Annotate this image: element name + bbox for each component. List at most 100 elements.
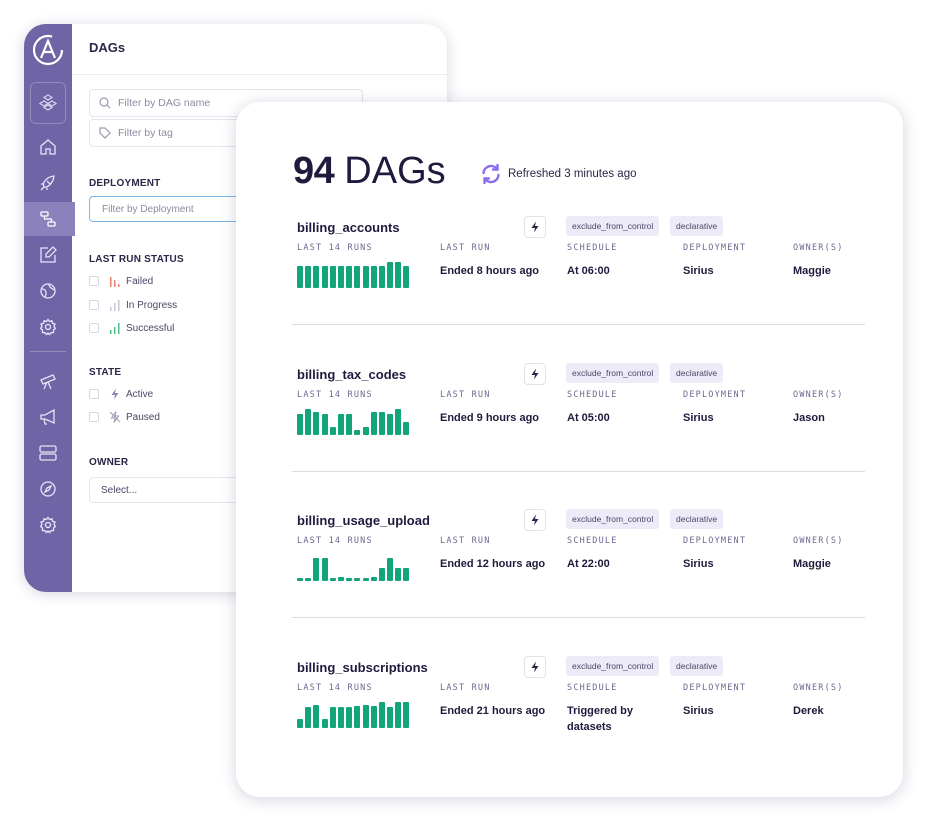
workspace-icon[interactable] [30,82,66,124]
run-bar [329,266,336,288]
dag-tag[interactable]: declarative [670,216,724,236]
row-divider [292,617,865,618]
trigger-dag-button[interactable] [524,362,546,385]
trigger-dag-button[interactable] [524,655,546,678]
dag-tag[interactable]: exclude_from_control [566,509,660,529]
panel-title: DAGs [89,40,126,55]
last-run-header: LAST RUN [440,243,491,253]
dag-name-placeholder: Filter by DAG name [118,97,211,109]
run-bar [321,558,328,581]
owner-value: Maggie [793,558,831,570]
dag-tag[interactable]: declarative [670,362,724,383]
telescope-icon[interactable] [24,364,72,398]
refresh-icon[interactable] [479,162,503,186]
trigger-dag-button[interactable] [524,509,546,531]
checkbox[interactable] [89,412,99,422]
row-divider [292,470,865,472]
divider [72,74,447,75]
server-icon[interactable] [24,436,72,470]
megaphone-icon[interactable] [24,400,72,434]
dag-row[interactable]: billing_usage_upload exclude_from_contro… [292,509,865,659]
run-bar [337,706,344,728]
checkbox[interactable] [89,389,99,399]
dag-name[interactable]: billing_usage_upload [297,513,430,528]
dag-name[interactable]: billing_tax_codes [297,366,407,382]
bolt-icon [111,388,119,400]
deployment-header: DEPLOYMENT [683,536,747,546]
dags-list-card: 94 DAGs Refreshed 3 minutes ago billing_… [236,102,903,797]
settings-icon[interactable] [24,508,72,542]
dags-icon[interactable] [24,202,75,236]
status-failed-checkbox[interactable]: Failed [89,273,153,289]
run-history-chart [297,262,413,288]
checkbox[interactable] [89,276,99,286]
dag-tag[interactable]: exclude_from_control [566,216,660,236]
edit-icon[interactable] [24,238,72,272]
rocket-icon[interactable] [24,166,72,200]
deployment-header: DEPLOYMENT [683,243,747,253]
trigger-dag-button[interactable] [524,216,546,238]
home-icon[interactable] [24,130,72,164]
run-bar [346,266,353,288]
run-bar [370,577,377,581]
run-history-chart [297,408,413,435]
owners-header: OWNER(S) [793,243,844,253]
last-run-value: Ended 12 hours ago [440,558,546,570]
bolt-off-icon [109,411,121,423]
run-bar [395,262,402,288]
owner-value: Derek [793,704,824,717]
row-divider [292,324,865,325]
refresh-text: Refreshed 3 minutes ago [508,168,637,180]
run-bar [370,266,377,288]
dag-tag[interactable]: declarative [670,509,724,529]
status-in-progress-checkbox[interactable]: In Progress [89,297,177,313]
state-active-checkbox[interactable]: Active [89,386,153,402]
deployment-label: DEPLOYMENT [89,178,161,189]
run-bar [305,706,312,728]
dag-row[interactable]: billing_tax_codes exclude_from_control d… [292,362,865,513]
run-bar [297,578,303,581]
status-successful-checkbox[interactable]: Successful [89,320,174,336]
dag-tag[interactable]: exclude_from_control [566,655,660,676]
state-option-label: Active [126,388,154,400]
run-bar [354,578,361,581]
failed-bars-icon [110,277,120,287]
deployment-value: Sirius [683,704,714,717]
run-bar [362,266,369,288]
deployment-header: DEPLOYMENT [683,682,747,693]
settings-icon[interactable] [24,310,72,344]
owner-placeholder: Select... [101,484,138,496]
last-run-value: Ended 9 hours ago [440,411,540,424]
last-run-status-label: LAST RUN STATUS [89,254,184,265]
compass-icon[interactable] [24,472,72,506]
run-bar [297,266,303,288]
state-paused-checkbox[interactable]: Paused [89,409,160,425]
run-bar [346,706,353,728]
dag-row[interactable]: billing_subscriptions exclude_from_contr… [292,655,865,798]
schedule-value: At 06:00 [567,265,610,277]
dag-name[interactable]: billing_accounts [297,220,400,235]
astro-logo-icon[interactable] [30,32,66,68]
dag-row[interactable]: billing_accounts exclude_from_control de… [292,216,865,366]
owner-value: Jason [793,411,825,424]
run-bar [378,266,385,288]
deployment-header: DEPLOYMENT [683,389,747,400]
run-bar [297,413,303,435]
dag-tag[interactable]: exclude_from_control [566,362,660,383]
checkbox[interactable] [89,300,99,310]
checkbox[interactable] [89,323,99,333]
bolt-icon [531,368,539,379]
run-bar [313,704,320,728]
runs-header: LAST 14 RUNS [297,243,373,253]
status-label: Failed [126,275,154,287]
run-bar [313,411,320,435]
dag-name[interactable]: billing_subscriptions [297,659,428,675]
owner-value: Maggie [793,265,831,277]
run-bar [354,266,361,288]
last-run-value: Ended 8 hours ago [440,265,540,277]
dag-tag[interactable]: declarative [670,655,724,676]
globe-icon[interactable] [24,274,72,308]
run-bar [337,577,344,581]
refresh-status[interactable]: Refreshed 3 minutes ago [479,162,637,186]
run-bar [395,701,402,728]
